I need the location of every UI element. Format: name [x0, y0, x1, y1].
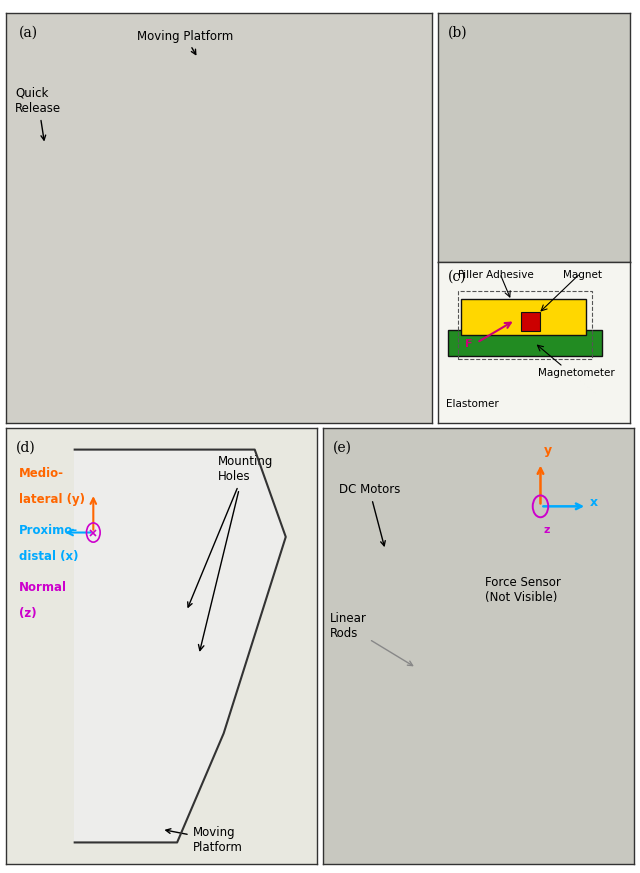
- Text: Quick
Release: Quick Release: [15, 87, 61, 140]
- Text: Filler Adhesive: Filler Adhesive: [458, 270, 534, 280]
- Text: (c): (c): [448, 270, 467, 284]
- Text: Magnet: Magnet: [563, 270, 602, 280]
- Text: (a): (a): [19, 25, 38, 39]
- Text: lateral (y): lateral (y): [19, 493, 85, 506]
- Text: x: x: [590, 497, 598, 509]
- Text: Medio-: Medio-: [19, 467, 64, 480]
- Text: (d): (d): [16, 441, 35, 455]
- Text: DC Motors: DC Motors: [339, 484, 400, 546]
- Text: Linear
Rods: Linear Rods: [330, 612, 413, 665]
- Text: Moving Platform: Moving Platform: [137, 30, 233, 54]
- Text: distal (x): distal (x): [19, 550, 78, 563]
- Text: Magnetometer: Magnetometer: [538, 368, 615, 379]
- Text: y: y: [543, 444, 552, 457]
- Text: Force Sensor
(Not Visible): Force Sensor (Not Visible): [484, 576, 561, 604]
- Text: (e): (e): [333, 441, 351, 455]
- FancyBboxPatch shape: [448, 330, 602, 355]
- Text: Elastomer: Elastomer: [446, 399, 499, 409]
- Text: (b): (b): [448, 25, 468, 39]
- Text: (z): (z): [19, 607, 36, 620]
- Text: Proximo-: Proximo-: [19, 524, 78, 537]
- Text: F: F: [465, 340, 473, 349]
- FancyBboxPatch shape: [461, 299, 586, 334]
- Polygon shape: [75, 450, 285, 842]
- Text: Moving
Platform: Moving Platform: [166, 826, 243, 854]
- Text: Mounting
Holes: Mounting Holes: [188, 455, 273, 607]
- FancyBboxPatch shape: [521, 312, 540, 332]
- Text: z: z: [543, 525, 550, 534]
- Text: Normal: Normal: [19, 581, 67, 594]
